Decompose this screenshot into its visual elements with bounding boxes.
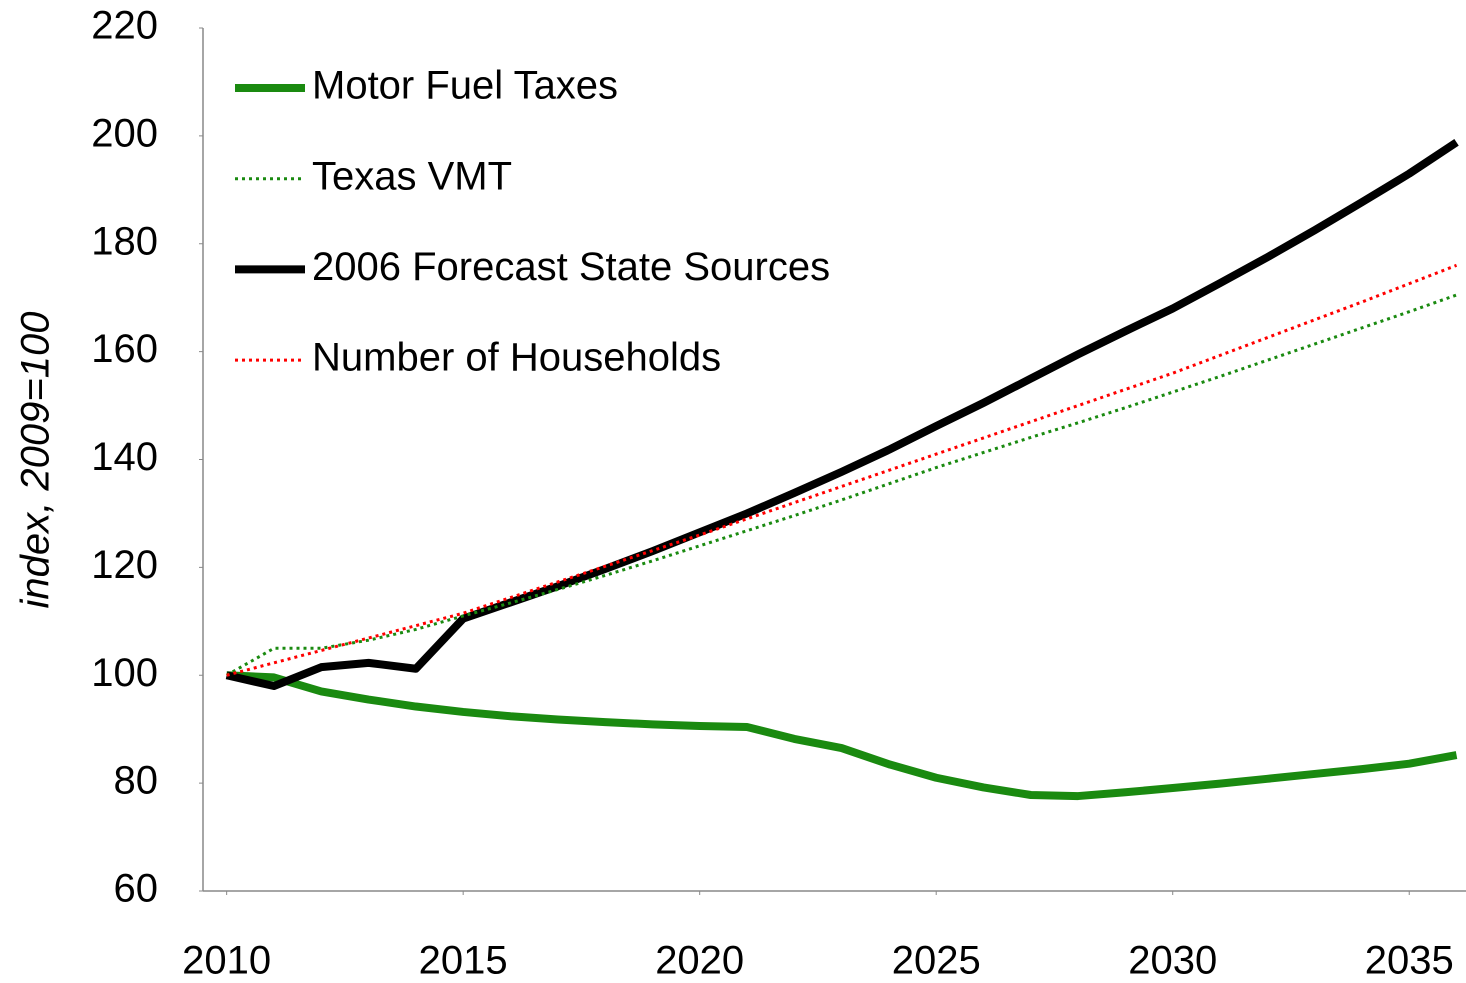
legend-label: Texas VMT xyxy=(312,154,512,198)
y-tick-label: 180 xyxy=(91,219,158,263)
legend-label: 2006 Forecast State Sources xyxy=(312,245,830,289)
y-tick-label: 80 xyxy=(114,759,159,803)
y-tick-label: 200 xyxy=(91,111,158,155)
legend-label: Motor Fuel Taxes xyxy=(312,64,618,108)
y-tick-label: 120 xyxy=(91,543,158,587)
series-line xyxy=(226,263,1458,677)
y-tick-label: 140 xyxy=(91,435,158,479)
x-tick-label: 2025 xyxy=(892,939,981,983)
legend-label: Number of Households xyxy=(312,336,721,380)
x-tick-label: 2020 xyxy=(655,939,744,983)
y-tick-label: 160 xyxy=(91,327,158,371)
y-axis-title: index, 2009=100 xyxy=(14,312,58,609)
y-tick-label: 100 xyxy=(91,651,158,695)
y-tick-label: 220 xyxy=(91,4,158,48)
y-tick-label: 60 xyxy=(114,867,159,911)
series-line xyxy=(225,139,1459,691)
x-tick-label: 2030 xyxy=(1128,939,1217,983)
x-tick-label: 2010 xyxy=(182,939,271,983)
x-tick-label: 2015 xyxy=(419,939,508,983)
series-line xyxy=(226,671,1458,801)
x-tick-label: 2035 xyxy=(1365,939,1454,983)
